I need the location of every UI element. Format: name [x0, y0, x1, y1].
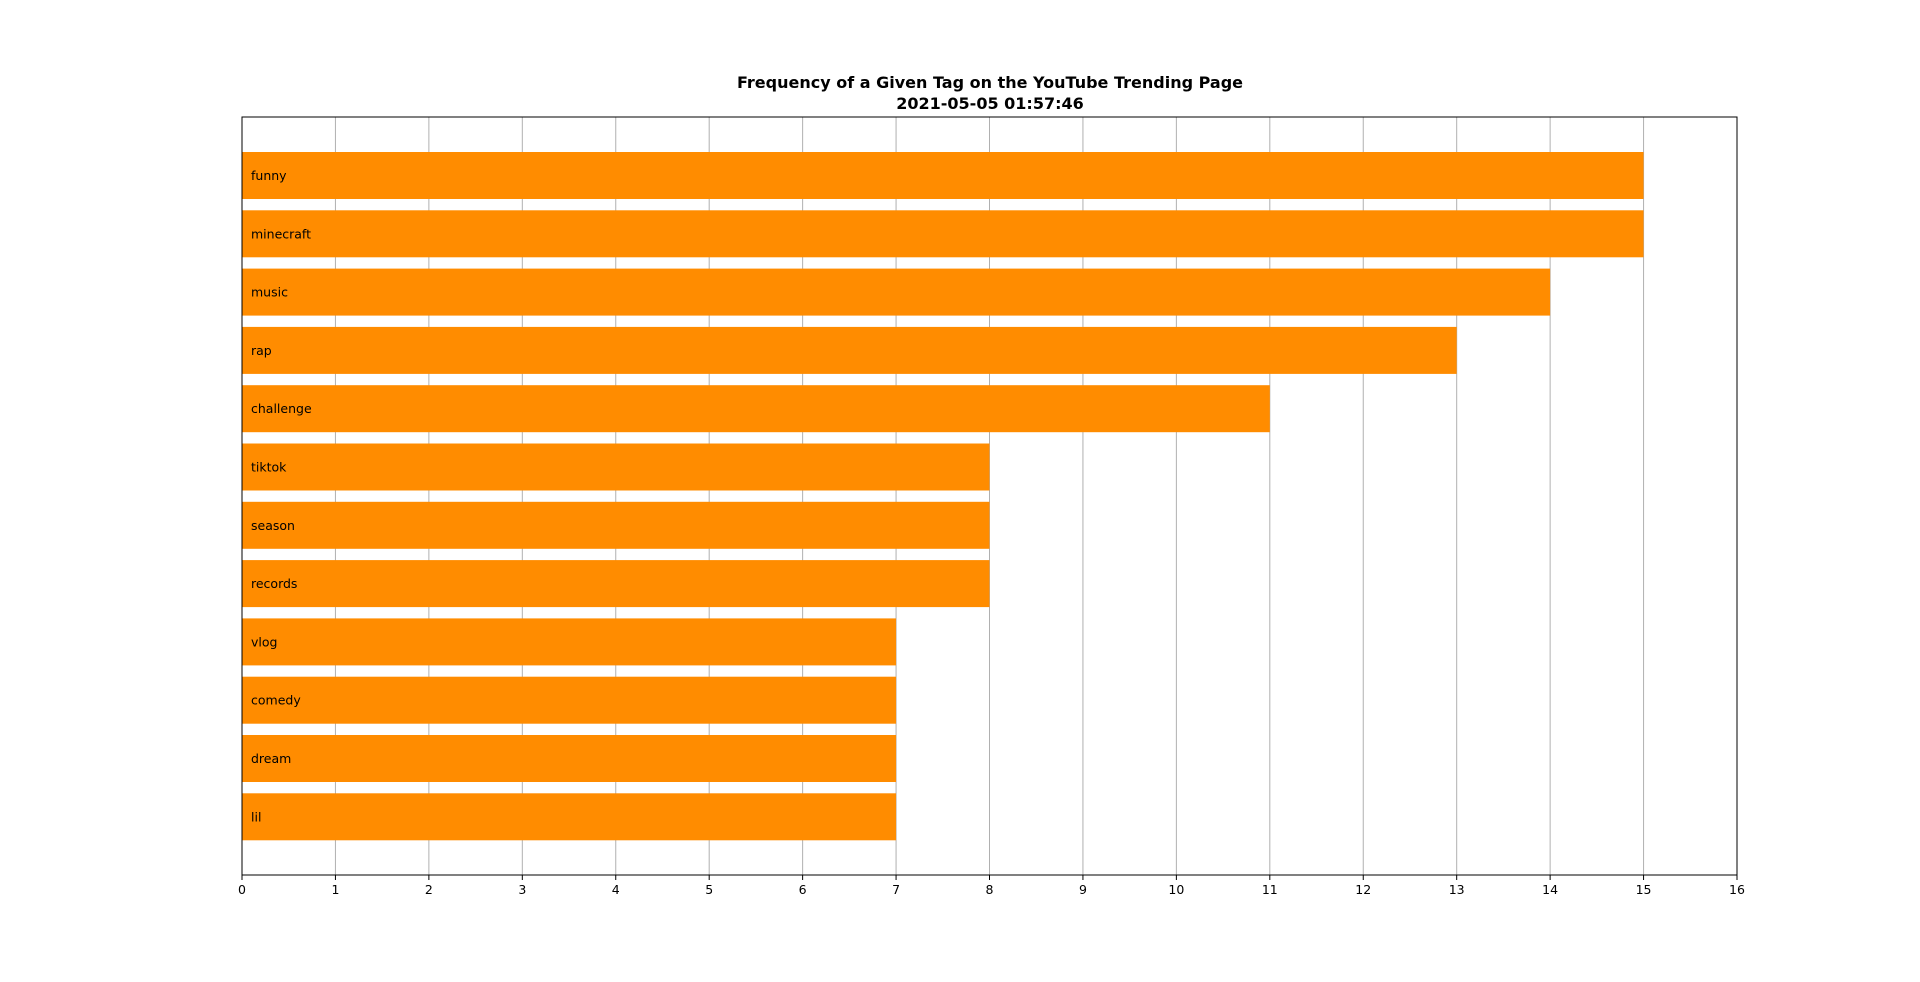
bar-records — [242, 560, 990, 608]
bar-label-season: season — [251, 518, 295, 533]
x-tick-label: 13 — [1449, 882, 1465, 897]
bar-music — [242, 268, 1551, 316]
bar-challenge — [242, 385, 1270, 433]
x-tick-label: 15 — [1636, 882, 1652, 897]
bar-label-comedy: comedy — [251, 693, 301, 708]
x-tick-label: 4 — [612, 882, 620, 897]
bar-label-minecraft: minecraft — [251, 226, 311, 241]
bar-label-vlog: vlog — [251, 634, 277, 649]
bar-labels: funny minecraft music rap challenge tiktok sea… — [251, 168, 312, 824]
x-tick-label: 10 — [1168, 882, 1184, 897]
chart-subtitle: 2021-05-05 01:57:46 — [896, 94, 1084, 113]
bar-funny — [242, 152, 1644, 199]
bar-label-music: music — [251, 285, 288, 300]
bars — [242, 152, 1644, 841]
bar-label-lil: lil — [251, 809, 261, 824]
bar-tiktok — [242, 443, 990, 491]
bar-dream — [242, 735, 897, 782]
bar-vlog — [242, 618, 897, 666]
x-tick-label: 12 — [1355, 882, 1371, 897]
bar-label-funny: funny — [251, 168, 287, 183]
bar-label-records: records — [251, 576, 297, 591]
chart-title: Frequency of a Given Tag on the YouTube … — [737, 73, 1243, 92]
bar-comedy — [242, 676, 897, 724]
bar-season — [242, 501, 990, 549]
x-tick-label: 14 — [1542, 882, 1558, 897]
x-tick-label: 11 — [1262, 882, 1278, 897]
x-tick-label: 0 — [238, 882, 246, 897]
bar-label-rap: rap — [251, 343, 272, 358]
x-tick-label: 1 — [331, 882, 339, 897]
bar-label-challenge: challenge — [251, 401, 312, 416]
x-axis-ticks: 0 1 2 3 4 5 6 7 8 9 10 11 12 13 14 15 16 — [238, 875, 1745, 897]
bar-lil — [242, 793, 897, 841]
x-tick-label: 6 — [799, 882, 807, 897]
bar-rap — [242, 326, 1457, 374]
x-tick-label: 5 — [705, 882, 713, 897]
bar-label-dream: dream — [251, 751, 291, 766]
x-tick-label: 7 — [892, 882, 900, 897]
bar-minecraft — [242, 210, 1644, 258]
bar-label-tiktok: tiktok — [251, 460, 287, 475]
x-tick-label: 3 — [518, 882, 526, 897]
x-tick-label: 9 — [1079, 882, 1087, 897]
x-tick-label: 2 — [425, 882, 433, 897]
x-tick-label: 8 — [986, 882, 994, 897]
x-tick-label: 16 — [1729, 882, 1745, 897]
